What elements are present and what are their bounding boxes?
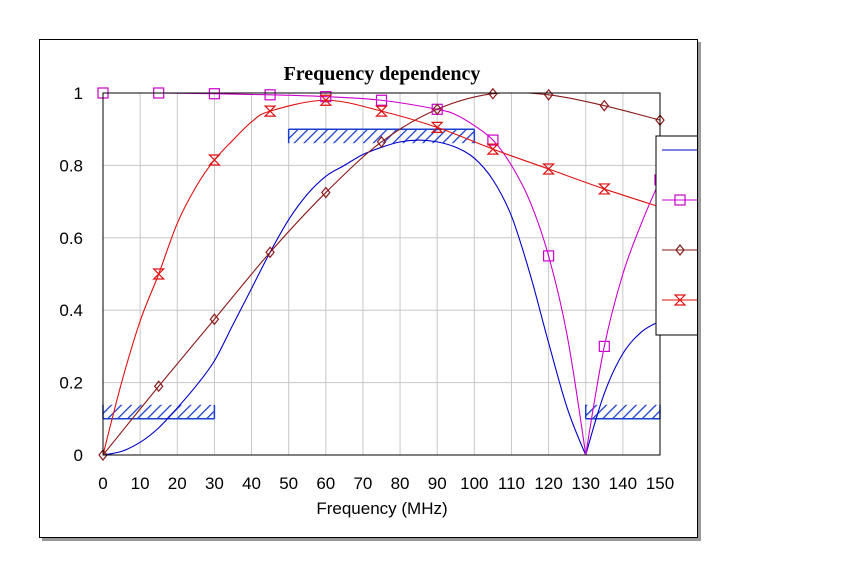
legend: |S[2,1]|PassiveCircuit|S[2,1]|Loop 1|S[2…	[655, 135, 697, 336]
series-1-point-8	[543, 250, 555, 262]
series-2-point-2	[209, 313, 220, 326]
legend-box	[655, 135, 697, 336]
series-3-point-0	[152, 268, 166, 280]
spec-masks	[102, 128, 661, 420]
series-line-0	[103, 139, 660, 455]
series-2-point-5	[376, 135, 387, 148]
x-tick-label-3: 30	[205, 474, 224, 493]
series-1-point-4	[320, 91, 332, 103]
series-2-point-6	[432, 103, 442, 116]
y-tick-label-3: 0.6	[59, 229, 83, 248]
x-tick-label-11: 110	[498, 474, 525, 493]
x-tick-label-15: 150	[646, 474, 674, 493]
series-3-point-1	[207, 154, 221, 166]
spec-mask-hatch-0	[103, 404, 215, 419]
series-line-2	[103, 93, 660, 455]
y-tick-label-1: 0.2	[59, 374, 83, 393]
legend-marker-3	[673, 294, 687, 306]
x-tick-label-10: 100	[460, 474, 488, 493]
series-3-point-5	[430, 121, 444, 133]
series-1-point-3	[264, 89, 276, 101]
x-axis-label: Frequency (MHz)	[316, 499, 447, 518]
series-1-point-2	[208, 88, 220, 100]
series-2-point-9	[599, 99, 610, 112]
x-tick-label-8: 80	[391, 474, 410, 493]
x-tick-label-1: 10	[131, 474, 150, 493]
y-tick-label-0: 0	[74, 446, 83, 465]
legend-marker-2	[675, 244, 685, 256]
series-3-point-3	[319, 94, 333, 106]
chart-frame: Frequency dependency 0 10 20 30 40 50 60 70 80 90…	[39, 39, 698, 538]
series-3-point-4	[375, 105, 388, 117]
x-tick-label-13: 130	[572, 474, 600, 493]
legend-marker-1	[674, 194, 686, 206]
series-3-point-2	[263, 105, 277, 117]
series-2-point-0	[98, 449, 108, 461]
series-line-1	[103, 93, 660, 455]
series-1-point-9	[598, 340, 610, 352]
y-tick-labels: 0 0.2 0.4 0.6 0.8 1	[59, 84, 83, 465]
x-tick-label-12: 120	[534, 474, 562, 493]
x-tick-label-14: 140	[609, 474, 637, 493]
y-tick-label-2: 0.4	[59, 301, 83, 320]
y-tick-label-5: 1	[74, 84, 83, 103]
series-1-point-7	[487, 134, 499, 146]
x-tick-label-2: 20	[168, 474, 187, 493]
series-3-point-8	[597, 183, 611, 195]
chart-title: Frequency dependency	[284, 63, 481, 85]
series-1-point-5	[375, 94, 388, 106]
x-tick-label-7: 70	[353, 474, 372, 493]
series-3-point-6	[486, 143, 500, 155]
series-group	[103, 93, 660, 455]
x-tick-label-9: 90	[428, 474, 447, 493]
x-tick-label-5: 50	[279, 474, 298, 493]
series-2-point-4	[321, 186, 331, 199]
frequency-chart: Frequency dependency 0 10 20 30 40 50 60 70 80 90…	[59, 63, 697, 518]
spec-mask-hatch-2	[585, 404, 660, 419]
x-tick-label-0: 0	[98, 474, 107, 493]
x-tick-label-6: 60	[316, 474, 335, 493]
series-3-point-7	[542, 163, 556, 175]
series-2-point-7	[488, 87, 498, 100]
series-line-3	[103, 99, 660, 455]
x-tick-labels: 0 10 20 30 40 50 60 70 80 90 100 110 120 130 140 150	[98, 474, 674, 493]
series-2-point-3	[265, 246, 275, 259]
markers-group	[97, 87, 666, 461]
series-2-point-1	[153, 380, 164, 393]
x-tick-label-4: 40	[242, 474, 261, 493]
y-tick-label-4: 0.8	[59, 156, 83, 175]
